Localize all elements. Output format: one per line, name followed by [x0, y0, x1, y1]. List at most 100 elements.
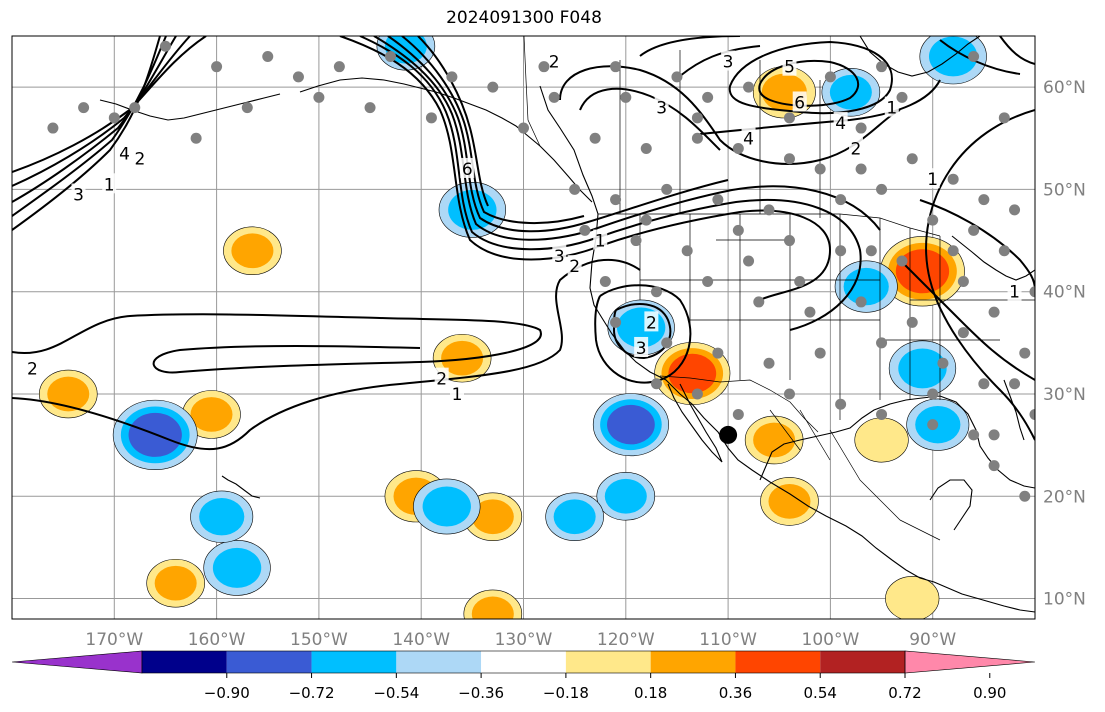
contour-canada-4 [699, 79, 941, 135]
contour-label-bg-1 [132, 147, 147, 168]
coastline-hawaii [221, 475, 261, 499]
colorbar-tick-label-7: 0.54 [804, 684, 837, 702]
anomaly-shading [38, 36, 987, 619]
colorbar-extend-low [11, 650, 143, 674]
contour-label-3: 4 [119, 145, 130, 165]
station-point-81 [129, 102, 141, 114]
lon-tick-label-1: 160°W [188, 630, 246, 650]
contour-label-20: 2 [851, 140, 862, 160]
contour-4-jet [12, 36, 191, 187]
colorbar-segment-3 [396, 651, 482, 673]
station-point-77 [968, 429, 980, 441]
state-lines [639, 214, 1035, 420]
station-point-22 [691, 132, 703, 144]
contour-label-bg-11 [644, 311, 659, 332]
contour-canada-2 [579, 87, 721, 151]
station-point-5 [385, 50, 397, 62]
latitude-tick-labels: 60°N 50°N 40°N 30°N 20°N 10°N [1043, 78, 1086, 609]
station-point-63 [763, 357, 775, 369]
station-point-55 [855, 296, 867, 308]
station-point-43 [743, 255, 755, 267]
station-point-10 [702, 91, 714, 103]
station-point-2 [262, 50, 274, 62]
lon-tick-label-8: 90°W [909, 630, 956, 650]
border-alaska-canada [523, 36, 541, 147]
station-point-52 [702, 275, 714, 287]
station-point-41 [630, 235, 642, 247]
negative-anomaly-4-level-1 [422, 486, 471, 527]
lat-tick-label-0: 60°N [1043, 78, 1086, 98]
contour-label-16: 5 [784, 58, 795, 78]
colorbar-tick-label-8: 0.72 [888, 684, 921, 702]
lon-tick-label-6: 110°W [699, 630, 757, 650]
contour-label-bg-9 [567, 255, 582, 276]
positive-anomaly-9-level-1 [471, 499, 514, 535]
station-point-95 [957, 275, 969, 287]
station-point-97 [794, 275, 806, 287]
station-point-70 [650, 378, 662, 390]
station-point-13 [896, 91, 908, 103]
positive-anomaly-13-level-0 [854, 417, 909, 463]
station-point-32 [661, 183, 673, 195]
negative-anomaly-11-level-1 [604, 478, 647, 514]
contour-label-11: 2 [646, 313, 657, 333]
station-point-20 [589, 132, 601, 144]
station-point-90 [538, 61, 550, 73]
contour-label-bg-15 [721, 50, 736, 71]
station-point-72 [732, 408, 744, 420]
lat-tick-label-3: 30°N [1043, 385, 1086, 405]
contour-label-bg-14 [654, 96, 669, 117]
station-point-37 [927, 214, 939, 226]
station-point-75 [876, 408, 888, 420]
contour-label-bg-6 [450, 382, 465, 403]
contour-label-0: 1 [104, 175, 115, 195]
lon-tick-label-4: 130°W [495, 630, 553, 650]
negative-anomaly-12-level-1 [553, 499, 596, 535]
coastline-great-lakes [951, 235, 1035, 281]
station-point-66 [937, 357, 949, 369]
station-point-57 [957, 327, 969, 339]
station-point-42 [681, 245, 693, 257]
contour-canada-1 [559, 65, 901, 165]
contour-label-bg-17 [792, 91, 807, 112]
station-point-33 [712, 194, 724, 206]
station-point-83 [364, 102, 376, 114]
longitude-tick-labels: 170°W 160°W 150°W 140°W 130°W 120°W 110°W 100°W… [85, 630, 956, 650]
colorbar-segment-2 [311, 651, 397, 673]
station-point-44 [783, 235, 795, 247]
positive-anomaly-10-level-1 [768, 484, 811, 519]
station-point-35 [835, 194, 847, 206]
colorbar-tick-label-0: −0.90 [204, 684, 250, 702]
coastline-baja [667, 383, 723, 463]
contour-label-bg-20 [848, 137, 863, 158]
positive-anomaly-12-level-1 [471, 596, 514, 619]
station-point-34 [763, 204, 775, 216]
station-point-16 [108, 112, 120, 124]
lon-tick-label-3: 140°W [392, 630, 450, 650]
contour-label-bg-22 [925, 168, 940, 189]
station-point-4 [333, 61, 345, 73]
contour-1-jet [12, 36, 161, 231]
contour-ridge-4 [387, 36, 729, 233]
positive-anomaly-4-level-1 [231, 233, 274, 269]
station-point-25 [814, 163, 826, 175]
contour-label-bg-5 [434, 367, 449, 388]
contour-ridge-3 [373, 36, 881, 241]
station-point-14 [968, 50, 980, 62]
station-point-31 [610, 194, 622, 206]
station-point-28 [947, 173, 959, 185]
station-point-9 [620, 91, 632, 103]
station-point-65 [876, 337, 888, 349]
colorbar-segment-1 [226, 651, 312, 673]
contour-label-bg-4 [25, 357, 40, 378]
negative-anomaly-2-level-2 [607, 404, 655, 445]
station-point-73 [783, 388, 795, 400]
station-point-78 [988, 460, 1000, 472]
station-point-1 [211, 61, 223, 73]
station-point-48 [998, 245, 1010, 257]
station-point-89 [998, 112, 1010, 124]
contour-label-22: 1 [927, 170, 938, 190]
